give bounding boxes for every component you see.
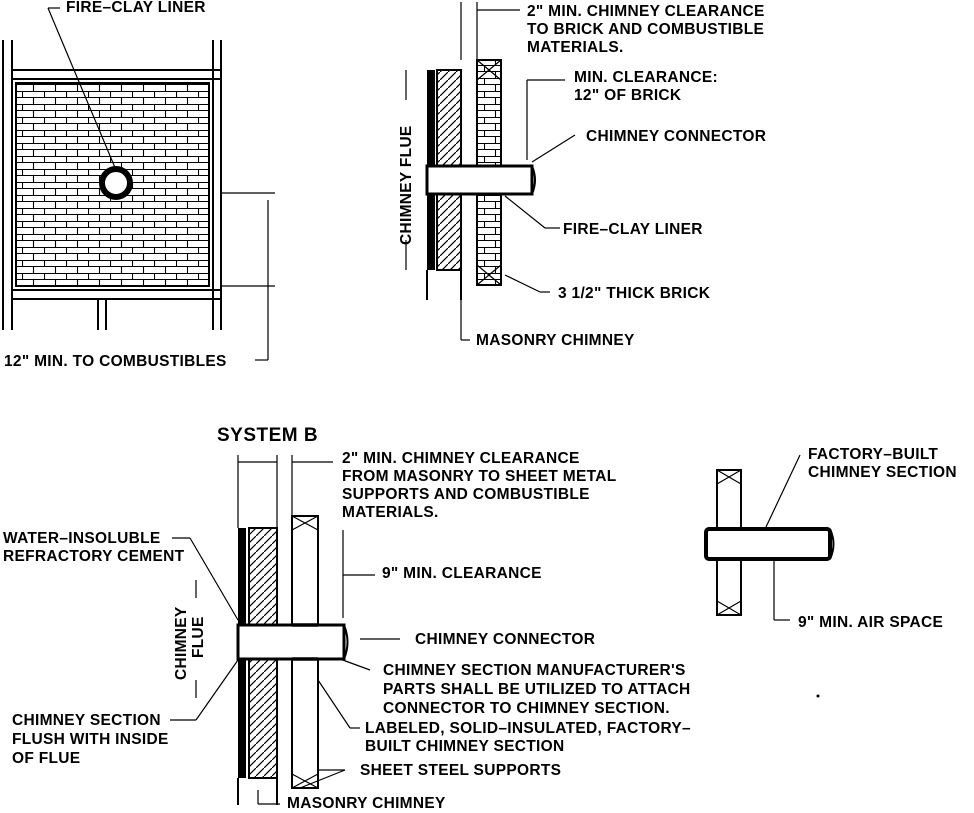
label-b-cement-1: WATER–INSOLUBLE <box>3 530 161 547</box>
label-a-clearance-3: MATERIALS. <box>527 39 624 56</box>
system-b-connector-pipe <box>236 623 346 661</box>
label-12-min-combustibles: 12" MIN. TO COMBUSTIBLES <box>4 353 227 370</box>
label-b-flush-1: CHIMNEY SECTION <box>12 712 161 729</box>
label-b-clearance-2: FROM MASONRY TO SHEET METAL <box>342 468 616 485</box>
system-a-front-view: FIRE–CLAY LINER 12" MIN. TO COMBUSTIBLES <box>2 0 275 370</box>
label-b-parts-1: CHIMNEY SECTION MANUFACTURER'S <box>383 662 686 679</box>
label-a-clearance-1: 2" MIN. CHIMNEY CLEARANCE <box>527 3 765 20</box>
label-b-clearance-3: SUPPORTS AND COMBUSTIBLE <box>342 486 590 503</box>
label-b-flush-2: FLUSH WITH INSIDE <box>12 731 169 748</box>
label-factory-built-1: FACTORY–BUILT <box>808 446 938 463</box>
fire-clay-liner-icon <box>99 166 133 200</box>
label-a-thick-brick: 3 1/2" THICK BRICK <box>558 285 711 302</box>
label-b-clearance-4: MATERIALS. <box>342 504 439 521</box>
label-fire-clay-liner-top: FIRE–CLAY LINER <box>66 0 206 16</box>
chimney-connector-pipe <box>425 164 534 196</box>
label-a-min-clearance-2: 12" OF BRICK <box>574 87 682 104</box>
label-b-parts-2: PARTS SHALL BE UTILIZED TO ATTACH <box>383 681 691 698</box>
label-b-labeled-2: BUILT CHIMNEY SECTION <box>365 738 564 755</box>
label-a-clearance-2: TO BRICK AND COMBUSTIBLE <box>527 21 764 38</box>
label-b-chimney-flue-1: CHIMNEY <box>173 606 190 680</box>
system-a-section: 2" MIN. CHIMNEY CLEARANCE TO BRICK AND C… <box>398 2 766 349</box>
label-b-parts-3: CONNECTOR TO CHIMNEY SECTION. <box>383 700 670 717</box>
label-b-labeled-1: LABELED, SOLID–INSULATED, FACTORY– <box>365 720 691 737</box>
label-b-sheet-steel: SHEET STEEL SUPPORTS <box>360 762 561 779</box>
factory-built-section: 9" MIN. AIR SPACE FACTORY–BUILT CHIMNEY … <box>704 446 957 698</box>
label-b-chimney-flue-2: FLUE <box>190 616 207 658</box>
label-b-clearance-1: 2" MIN. CHIMNEY CLEARANCE <box>342 450 580 467</box>
label-factory-built-2: CHIMNEY SECTION <box>808 464 957 481</box>
label-a-min-clearance-1: MIN. CLEARANCE: <box>574 69 718 86</box>
label-a-chimney-flue: CHIMNEY FLUE <box>398 125 415 245</box>
label-b-chimney-connector: CHIMNEY CONNECTOR <box>415 631 595 648</box>
label-b-masonry-chimney: MASONRY CHIMNEY <box>287 795 446 812</box>
label-a-fire-clay-liner: FIRE–CLAY LINER <box>563 221 703 238</box>
label-a-chimney-connector: CHIMNEY CONNECTOR <box>586 128 766 145</box>
label-nine-air-space: 9" MIN. AIR SPACE <box>798 614 943 631</box>
label-b-flush-3: OF FLUE <box>12 750 80 767</box>
label-system-b: SYSTEM B <box>217 425 318 446</box>
label-a-masonry-chimney: MASONRY CHIMNEY <box>476 332 635 349</box>
label-b-nine-min: 9" MIN. CLEARANCE <box>382 565 542 582</box>
label-b-cement-2: REFRACTORY CEMENT <box>3 548 185 565</box>
system-b-section: SYSTEM B 2" MIN. CHIMNEY CLEARANCE FROM … <box>3 425 691 812</box>
